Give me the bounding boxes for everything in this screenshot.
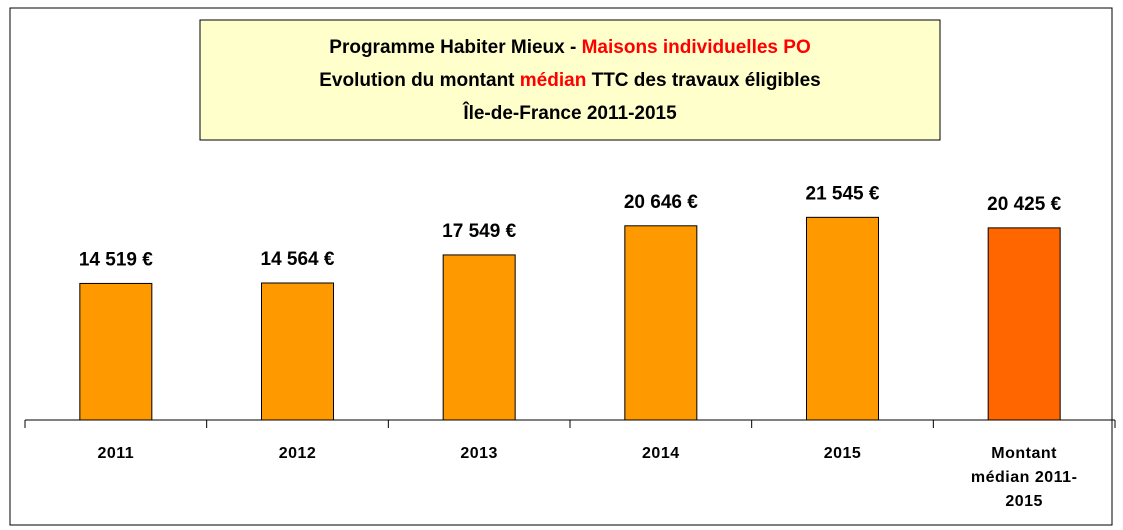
x-tick-label: 2013 xyxy=(460,445,498,462)
title-segment: Evolution du montant xyxy=(319,70,520,91)
bar xyxy=(79,282,153,421)
data-label: 14 519 € xyxy=(79,249,153,270)
chart-frame xyxy=(9,7,1113,526)
title-segment: médian xyxy=(520,70,587,91)
data-label: 14 564 € xyxy=(261,249,335,270)
chart-title-line: Evolution du montant médian TTC des trav… xyxy=(319,70,820,91)
title-segment: Programme Habiter Mieux - xyxy=(329,37,581,58)
bar xyxy=(987,227,1061,421)
data-label: 21 545 € xyxy=(806,183,880,204)
x-tick-label: 2012 xyxy=(278,445,317,462)
bar xyxy=(442,254,516,421)
bar xyxy=(806,216,879,421)
x-tick-label: 2014 xyxy=(642,445,680,462)
title-segment: TTC des travaux éligibles xyxy=(586,70,820,91)
chart-title-line: Île-de-France 2011-2015 xyxy=(462,102,677,124)
bar xyxy=(261,282,334,421)
data-label: 20 425 € xyxy=(987,194,1061,215)
title-box xyxy=(199,19,941,141)
data-label: 20 646 € xyxy=(624,192,698,213)
title-segment: Île-de-France 2011-2015 xyxy=(462,102,677,124)
title-segment: Maisons individuelles PO xyxy=(582,37,811,58)
data-label: 17 549 € xyxy=(442,221,516,242)
x-tick-label: Montant médian 2011-2015 xyxy=(970,445,1078,510)
x-tick-label: 2015 xyxy=(823,445,862,462)
x-tick-label: 2011 xyxy=(97,445,135,462)
chart-title-line: Programme Habiter Mieux - Maisons indivi… xyxy=(329,37,810,58)
bar xyxy=(624,225,698,421)
